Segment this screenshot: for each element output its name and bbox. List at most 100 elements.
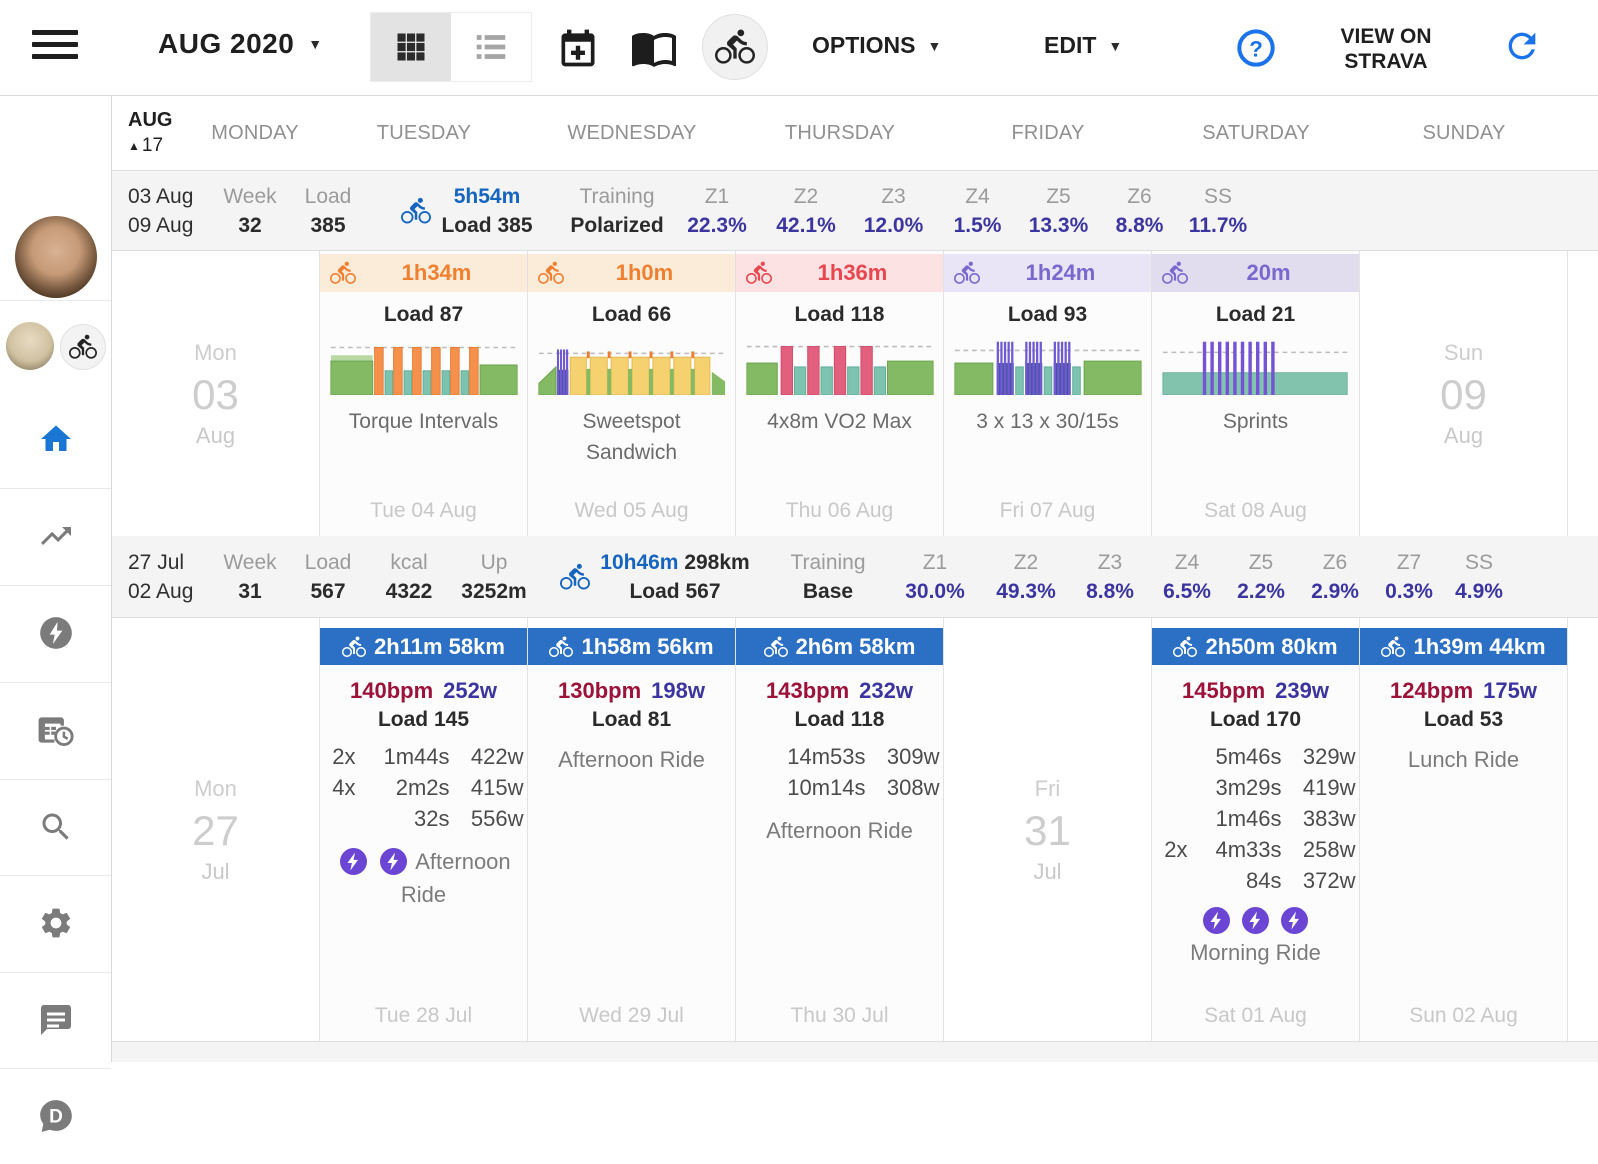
- day-header-tuesday: TUESDAY: [376, 121, 472, 144]
- zone-stat-z4: Z4 6.5%: [1163, 550, 1211, 603]
- cell-date-label: Tue 28 Jul: [374, 1004, 473, 1027]
- ride-intervals: 14m53s 309w 10m14s 308w: [787, 744, 940, 800]
- workout-load: Load 87: [383, 303, 464, 326]
- add-event-button[interactable]: [556, 24, 600, 77]
- ride-card-tue[interactable]: 2h11m 58km 140bpm 252w Load 145 2x 1m44s 4…: [320, 618, 528, 1041]
- athlete-avatar[interactable]: [702, 14, 768, 80]
- day-header-monday: MONDAY: [211, 121, 299, 144]
- bike-icon: [330, 261, 356, 284]
- bike-icon: [401, 197, 432, 223]
- workout-load: Load 21: [1215, 303, 1296, 326]
- list-view-button[interactable]: [451, 13, 531, 81]
- bike-icon: [1173, 636, 1198, 657]
- help-button[interactable]: ?: [1236, 28, 1276, 73]
- zone-stat-z2: Z2 49.3%: [996, 550, 1056, 603]
- chevron-down-icon: ▼: [308, 36, 323, 52]
- chevron-down-icon: ▼: [1108, 37, 1123, 54]
- edit-menu[interactable]: EDIT ▼: [1044, 32, 1122, 59]
- workout-card-30-15s[interactable]: 1h24m Load 93: [944, 251, 1152, 536]
- week-ascent-stat: Up 3252m: [461, 550, 527, 603]
- month-week-marker[interactable]: AUG ▲ 17: [128, 109, 173, 156]
- sidebar-item-power[interactable]: [0, 585, 111, 681]
- zone-stat-z7: Z7 0.3%: [1385, 550, 1433, 603]
- sidebar-item-home[interactable]: [0, 391, 111, 487]
- cell-date-label: Thu 06 Aug: [785, 499, 894, 522]
- hamburger-menu-icon[interactable]: [32, 30, 78, 64]
- ride-card-sun[interactable]: 1h39m 44km 124bpm 175w Load 53 Lunch Rid…: [1360, 618, 1568, 1041]
- options-menu[interactable]: OPTIONS ▼: [812, 32, 941, 59]
- grid-view-button[interactable]: [371, 13, 451, 81]
- ride-name: Morning Ride: [1190, 940, 1321, 965]
- workout-title: 4x8m VO2 Max: [767, 410, 912, 433]
- achievement-bolt-icon: [1281, 907, 1309, 934]
- zone-stat-ss: SS 4.9%: [1455, 550, 1503, 603]
- sidebar-item-messages[interactable]: [0, 972, 111, 1068]
- cell-date-label: Sat 08 Aug: [1204, 499, 1307, 522]
- ride-name: Afternoon Ride: [766, 818, 913, 843]
- day-cell-empty[interactable]: Mon 03 Aug: [112, 251, 320, 536]
- week-load-stat: Load 567: [304, 550, 352, 603]
- achievement-bolt-icon: [340, 848, 368, 875]
- bike-icon: [538, 261, 564, 284]
- workout-card-torque-intervals[interactable]: 1h34m Load 87 Torque Interval: [320, 251, 528, 536]
- ride-card-thu[interactable]: 2h6m 58km 143bpm 232w Load 118 14m53s 309…: [736, 618, 944, 1041]
- workout-card-header: 1h36m: [736, 254, 943, 292]
- sidebar-item-settings[interactable]: [0, 875, 111, 971]
- ride-name-row: Lunch Ride: [1360, 743, 1567, 776]
- ride-card-header: 2h11m 58km: [320, 628, 527, 665]
- workout-card-sprints[interactable]: 20m Load 21 Sprints Sat 08 Aug: [1152, 251, 1360, 536]
- ride-name: Afternoon Ride: [558, 747, 705, 772]
- week-summary-row: 27 Jul 02 Aug Week 31 Load 567 kcal 4322 Up 3…: [112, 536, 1598, 618]
- sidebar-item-forum[interactable]: D: [0, 1068, 111, 1164]
- gear-icon: [41, 908, 70, 938]
- cell-date-label: Wed 05 Aug: [574, 499, 689, 522]
- cyclist-avatar[interactable]: [60, 324, 106, 370]
- workout-card-sweetspot-sandwich[interactable]: 1h0m Load 66: [528, 251, 736, 536]
- day-cell-empty[interactable]: Sun 09 Aug: [1360, 251, 1568, 536]
- ride-card-wed[interactable]: 1h58m 56km 130bpm 198w Load 81 Afternoon…: [528, 618, 736, 1041]
- sidebar-item-search[interactable]: [0, 779, 111, 875]
- grid-view-icon: [397, 33, 425, 61]
- workout-card-vo2max[interactable]: 1h36m Load 118 4x8m VO2 Max Thu 06 Aug: [736, 251, 944, 536]
- ride-card-header: 2h50m 80km: [1152, 628, 1359, 665]
- refresh-button[interactable]: [1502, 26, 1542, 71]
- cell-date-label: Fri 07 Aug: [999, 499, 1096, 522]
- zone-stat-z1: Z1 30.0%: [905, 550, 965, 603]
- bike-icon: [1381, 636, 1406, 657]
- achievement-bolt-icon: [379, 848, 407, 875]
- ride-load: Load 145: [377, 708, 470, 731]
- workout-chart: [537, 349, 725, 395]
- zone-stat-z4: Z4 1.5%: [953, 184, 1002, 237]
- month-selector[interactable]: AUG 2020 ▼: [158, 28, 323, 60]
- sidebar-item-activities[interactable]: [0, 682, 111, 778]
- top-toolbar: AUG 2020 ▼: [0, 0, 1598, 96]
- ride-intervals: 2x 1m44s 422w 4x 2m2s 415w 32s 556w: [332, 744, 524, 831]
- week-training-type: Training Polarized: [570, 184, 664, 237]
- help-icon: ?: [1237, 29, 1275, 67]
- sidebar-item-fitness[interactable]: [0, 488, 111, 584]
- zone-stat-ss: SS 11.7%: [1188, 184, 1248, 237]
- week-number-stat: Week 31: [223, 550, 277, 603]
- secondary-avatar[interactable]: [6, 322, 54, 370]
- workout-chart: [1161, 341, 1349, 395]
- training-plan-button[interactable]: [630, 24, 678, 77]
- week-number-stat: Week 32: [223, 184, 277, 237]
- cell-date-label: Wed 29 Jul: [579, 1004, 684, 1027]
- ride-name: Lunch Ride: [1407, 747, 1520, 772]
- svg-text:?: ?: [1249, 36, 1263, 61]
- edit-label: EDIT: [1044, 32, 1097, 58]
- day-cell-empty[interactable]: Mon 27 Jul: [112, 618, 320, 1041]
- search-icon: [42, 813, 69, 840]
- profile-photo[interactable]: [15, 216, 97, 298]
- day-cell-empty[interactable]: Fri 31 Jul: [944, 618, 1152, 1041]
- week-load-stat: Load 385: [304, 184, 352, 237]
- day-header-thursday: THURSDAY: [784, 121, 896, 144]
- grid-right-gap: [1568, 618, 1598, 1041]
- ride-card-sat[interactable]: 2h50m 80km 145bpm 239w Load 170 5m46s 329…: [1152, 618, 1360, 1041]
- left-sidebar: D: [0, 96, 112, 1132]
- view-on-strava-link[interactable]: VIEW ON STRAVA: [1340, 25, 1432, 73]
- workout-load: Load 93: [1007, 303, 1088, 326]
- cyclist-photo-icon: [715, 29, 755, 64]
- trending-up-icon: [40, 527, 71, 545]
- workout-chart: [329, 346, 518, 395]
